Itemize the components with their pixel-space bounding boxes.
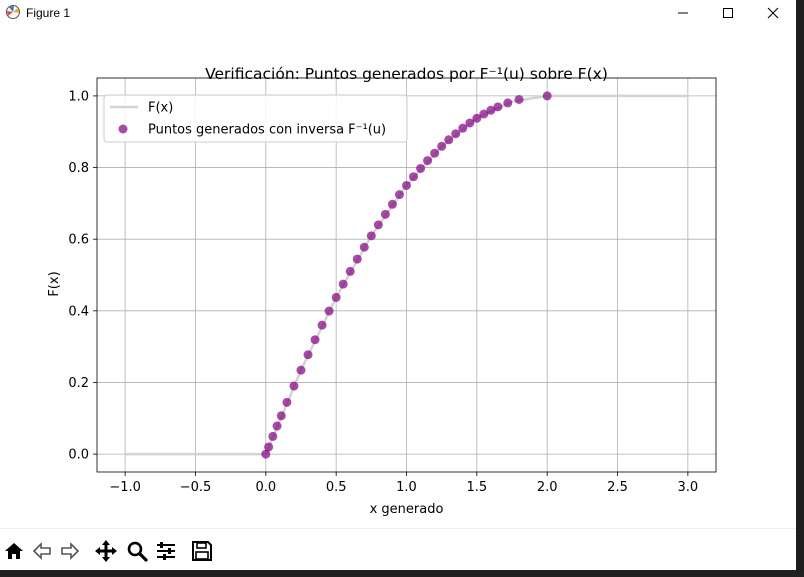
scatter-point (366, 231, 376, 241)
scatter-point (514, 94, 524, 104)
background-strip (796, 0, 804, 577)
forward-button[interactable] (58, 539, 82, 563)
x-axis-label: x generado (370, 502, 444, 517)
scatter-point (423, 156, 433, 166)
scatter-point (276, 411, 286, 421)
x-tick-label: 0.5 (326, 480, 347, 495)
scatter-point (324, 306, 334, 316)
pan-button[interactable] (94, 539, 118, 563)
scatter-point (542, 91, 552, 101)
pan-icon (95, 540, 117, 562)
scatter-point (493, 102, 503, 112)
scatter-point (380, 209, 390, 219)
legend-entry: Puntos generados con inversa F⁻¹(u) (148, 123, 386, 138)
configure-subplots-icon (157, 542, 175, 560)
save-button[interactable] (190, 539, 214, 563)
x-tick-label: 0.0 (255, 480, 276, 495)
scatter-point (503, 98, 513, 108)
scatter-point (402, 180, 411, 190)
back-button[interactable] (30, 539, 54, 563)
y-ticks: 0.0 0.2 0.4 0.6 0.8 1.0 (68, 89, 97, 463)
zoom-icon (127, 541, 148, 562)
x-tick-label: 2.0 (537, 480, 558, 495)
legend-box (103, 94, 408, 143)
scatter-point (373, 220, 383, 230)
x-tick-label: 2.5 (607, 480, 628, 495)
window-title: Figure 1 (26, 6, 71, 20)
scatter-point (272, 421, 282, 431)
x-tick-label: 1.0 (396, 480, 417, 495)
scatter-point (331, 292, 341, 302)
x-ticks: −1.0 −0.5 0.0 0.5 1.0 1.5 2.0 2.5 3.0 (109, 472, 698, 495)
back-icon (32, 542, 51, 560)
scatter-point (338, 279, 348, 289)
scatter-point (486, 105, 496, 115)
scatter-point (416, 163, 426, 173)
scatter-point (303, 350, 313, 360)
navigation-toolbar (0, 528, 796, 571)
scatter-point (345, 266, 355, 276)
scatter-point (409, 172, 419, 182)
scatter-point (264, 442, 274, 452)
scatter-points (261, 91, 552, 459)
x-tick-label: −1.0 (109, 480, 141, 495)
scatter-point (268, 431, 278, 441)
y-tick-label: 0.4 (68, 304, 89, 319)
chart: 0.0 0.2 0.4 0.6 0.8 1.0 −1.0 −0.5 0.0 0.5 1.0 1.5 2… (47, 65, 717, 517)
save-icon (192, 541, 212, 561)
zoom-button[interactable] (125, 539, 149, 563)
home-icon (5, 543, 23, 559)
y-tick-label: 0.6 (68, 233, 89, 248)
y-tick-label: 0.0 (68, 448, 89, 463)
close-button[interactable] (750, 0, 796, 26)
y-tick-label: 0.2 (68, 376, 89, 391)
y-axis-label: F(x) (47, 271, 62, 296)
scatter-point (444, 135, 454, 145)
scatter-point (359, 242, 369, 252)
legend-marker-swatch (118, 124, 128, 134)
scatter-point (282, 397, 292, 407)
background-strip (0, 570, 804, 577)
x-tick-label: 1.5 (466, 480, 487, 495)
scatter-point (387, 199, 397, 209)
scatter-point (472, 113, 482, 123)
plot-frame (96, 77, 717, 473)
scatter-point (394, 190, 404, 200)
figure-canvas: 0.0 0.2 0.4 0.6 0.8 1.0 −1.0 −0.5 0.0 0.5 1.0 1.5 2… (0, 26, 796, 528)
chart-title: Verificación: Puntos generados por F⁻¹(u… (205, 65, 608, 83)
maximize-button[interactable] (705, 0, 751, 26)
x-tick-label: 3.0 (678, 480, 699, 495)
scatter-point (352, 254, 362, 264)
scatter-point (310, 335, 320, 345)
scatter-point (451, 129, 461, 139)
forward-icon (61, 542, 80, 560)
scatter-point (430, 148, 440, 158)
scatter-point (261, 449, 271, 459)
scatter-point (317, 320, 327, 330)
y-tick-label: 1.0 (68, 89, 89, 104)
scatter-point (296, 365, 306, 375)
scatter-point (437, 141, 447, 151)
figure-window: Figure 1 0.0 0.2 0.4 0.6 0.8 1.0 −1.0 −0.5 0.0 0… (0, 0, 796, 571)
matplotlib-icon (5, 4, 21, 20)
scatter-point (458, 123, 468, 133)
scatter-point (289, 381, 299, 391)
x-tick-label: −0.5 (180, 480, 212, 495)
minimize-button[interactable] (660, 0, 706, 26)
title-bar: Figure 1 (0, 0, 796, 26)
y-tick-label: 0.8 (68, 161, 89, 176)
legend: F(x) Puntos generados con inversa F⁻¹(u) (103, 94, 408, 143)
home-button[interactable] (2, 539, 26, 563)
configure-subplots-button[interactable] (154, 539, 178, 563)
scatter-point (479, 109, 489, 119)
legend-entry: F(x) (148, 101, 173, 116)
scatter-point (465, 118, 475, 128)
